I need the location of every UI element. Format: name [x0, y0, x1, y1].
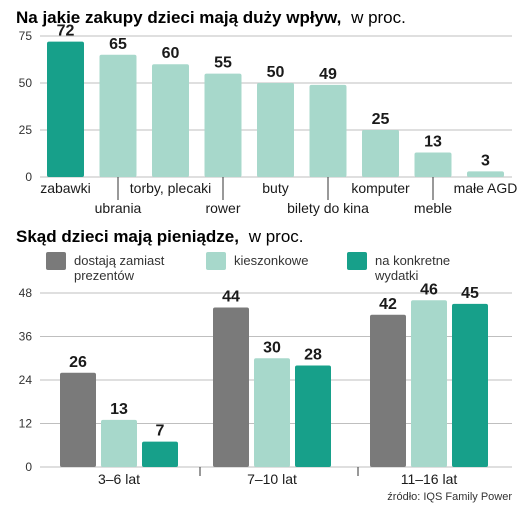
chart2-bar [213, 307, 249, 467]
chart2-y-tick-label: 36 [19, 330, 33, 344]
chart1-bar [414, 152, 452, 177]
chart1-value-label: 49 [319, 66, 337, 83]
chart2-bar [60, 372, 96, 467]
chart1-bar [257, 83, 294, 177]
chart2-value-labels: 26 13 7 44 30 28 42 46 45 [69, 281, 479, 439]
chart1-bar [204, 73, 242, 177]
chart1-category-label: torby, plecaki [130, 180, 211, 196]
chart1-bar [47, 41, 84, 177]
chart2-value-label: 46 [420, 281, 438, 298]
chart2-title: Skąd dzieci mają pieniądze, w proc. [16, 227, 304, 246]
chart2-legend: dostają zamiast prezentów kieszonkowe na ko… [46, 252, 450, 283]
chart1-bar [362, 130, 399, 177]
chart2-bar [254, 358, 290, 467]
chart2-value-label: 7 [156, 423, 165, 440]
chart1-category-label: buty [262, 180, 288, 196]
chart1-value-labels: 72 65 60 55 50 49 25 13 3 [57, 23, 490, 170]
chart1-category-label: rower [205, 200, 240, 216]
chart2-value-label: 44 [222, 289, 240, 306]
chart2-y-tick-label: 24 [19, 373, 33, 387]
chart1-category-label: małe AGD [454, 180, 518, 196]
chart1-value-label: 13 [424, 134, 442, 151]
chart1-y-tick-label: 0 [25, 170, 32, 184]
chart2-legend-label: dostają zamiast prezentów [74, 253, 165, 283]
chart2-value-label: 42 [379, 296, 397, 313]
chart2-legend-swatch [46, 252, 66, 270]
chart1-y-tick-label: 75 [19, 29, 33, 43]
chart1-value-label: 50 [267, 64, 285, 81]
chart2-value-label: 45 [461, 285, 479, 302]
chart1-title: Na jakie zakupy dzieci mają duży wpływ, … [16, 8, 406, 27]
chart2-bar [411, 300, 447, 467]
chart1-category-label: bilety do kina [287, 200, 369, 216]
chart2-y-axis: 0 12 24 36 48 [19, 286, 33, 474]
chart2-value-label: 26 [69, 354, 87, 371]
chart2-y-tick-label: 0 [25, 460, 32, 474]
chart1-value-label: 72 [57, 23, 75, 40]
chart1-value-label: 65 [109, 36, 127, 53]
chart2-legend-label: na konkretne wydatki [374, 253, 450, 283]
chart2-bar [452, 303, 488, 467]
chart1-category-label: zabawki [40, 180, 91, 196]
chart2-category-label: 7–10 lat [247, 471, 297, 487]
chart2-category-label: 11–16 lat [401, 471, 458, 487]
chart1-bar [99, 54, 137, 177]
chart2-y-tick-label: 12 [19, 417, 33, 431]
chart2-legend-swatch [347, 252, 367, 270]
chart2-value-label: 28 [304, 347, 322, 364]
chart1-value-label: 25 [372, 111, 390, 128]
chart2-bars [60, 300, 488, 467]
chart1-bars [47, 41, 504, 177]
chart2-category-labels: 3–6 lat 7–10 lat 11–16 lat [98, 467, 457, 487]
chart2-value-label: 30 [263, 339, 281, 356]
chart1-bar [152, 64, 189, 177]
chart2-bar [142, 441, 178, 467]
chart1-y-axis: 0 25 50 75 [19, 29, 33, 184]
chart2-category-label: 3–6 lat [98, 471, 140, 487]
chart2-bar [370, 314, 406, 467]
chart2-y-tick-label: 48 [19, 286, 33, 300]
chart1-value-label: 3 [481, 152, 490, 169]
chart1-value-label: 60 [162, 45, 180, 62]
chart1-value-label: 55 [214, 55, 232, 72]
source-note: źródło: IQS Family Power [387, 491, 512, 503]
chart1-y-tick-label: 25 [19, 123, 33, 137]
chart1-bar [309, 84, 347, 177]
chart2-bar [101, 419, 137, 467]
chart1-category-label: ubrania [95, 200, 142, 216]
chart1-category-label: komputer [351, 180, 410, 196]
chart2-legend-swatch [206, 252, 226, 270]
chart2-legend-label: kieszonkowe [234, 253, 308, 268]
chart1-category-label: meble [414, 200, 452, 216]
chart2-bar [295, 365, 331, 467]
chart1-y-tick-label: 50 [19, 76, 33, 90]
chart2-value-label: 13 [110, 401, 128, 418]
chart1-bar [467, 171, 504, 177]
